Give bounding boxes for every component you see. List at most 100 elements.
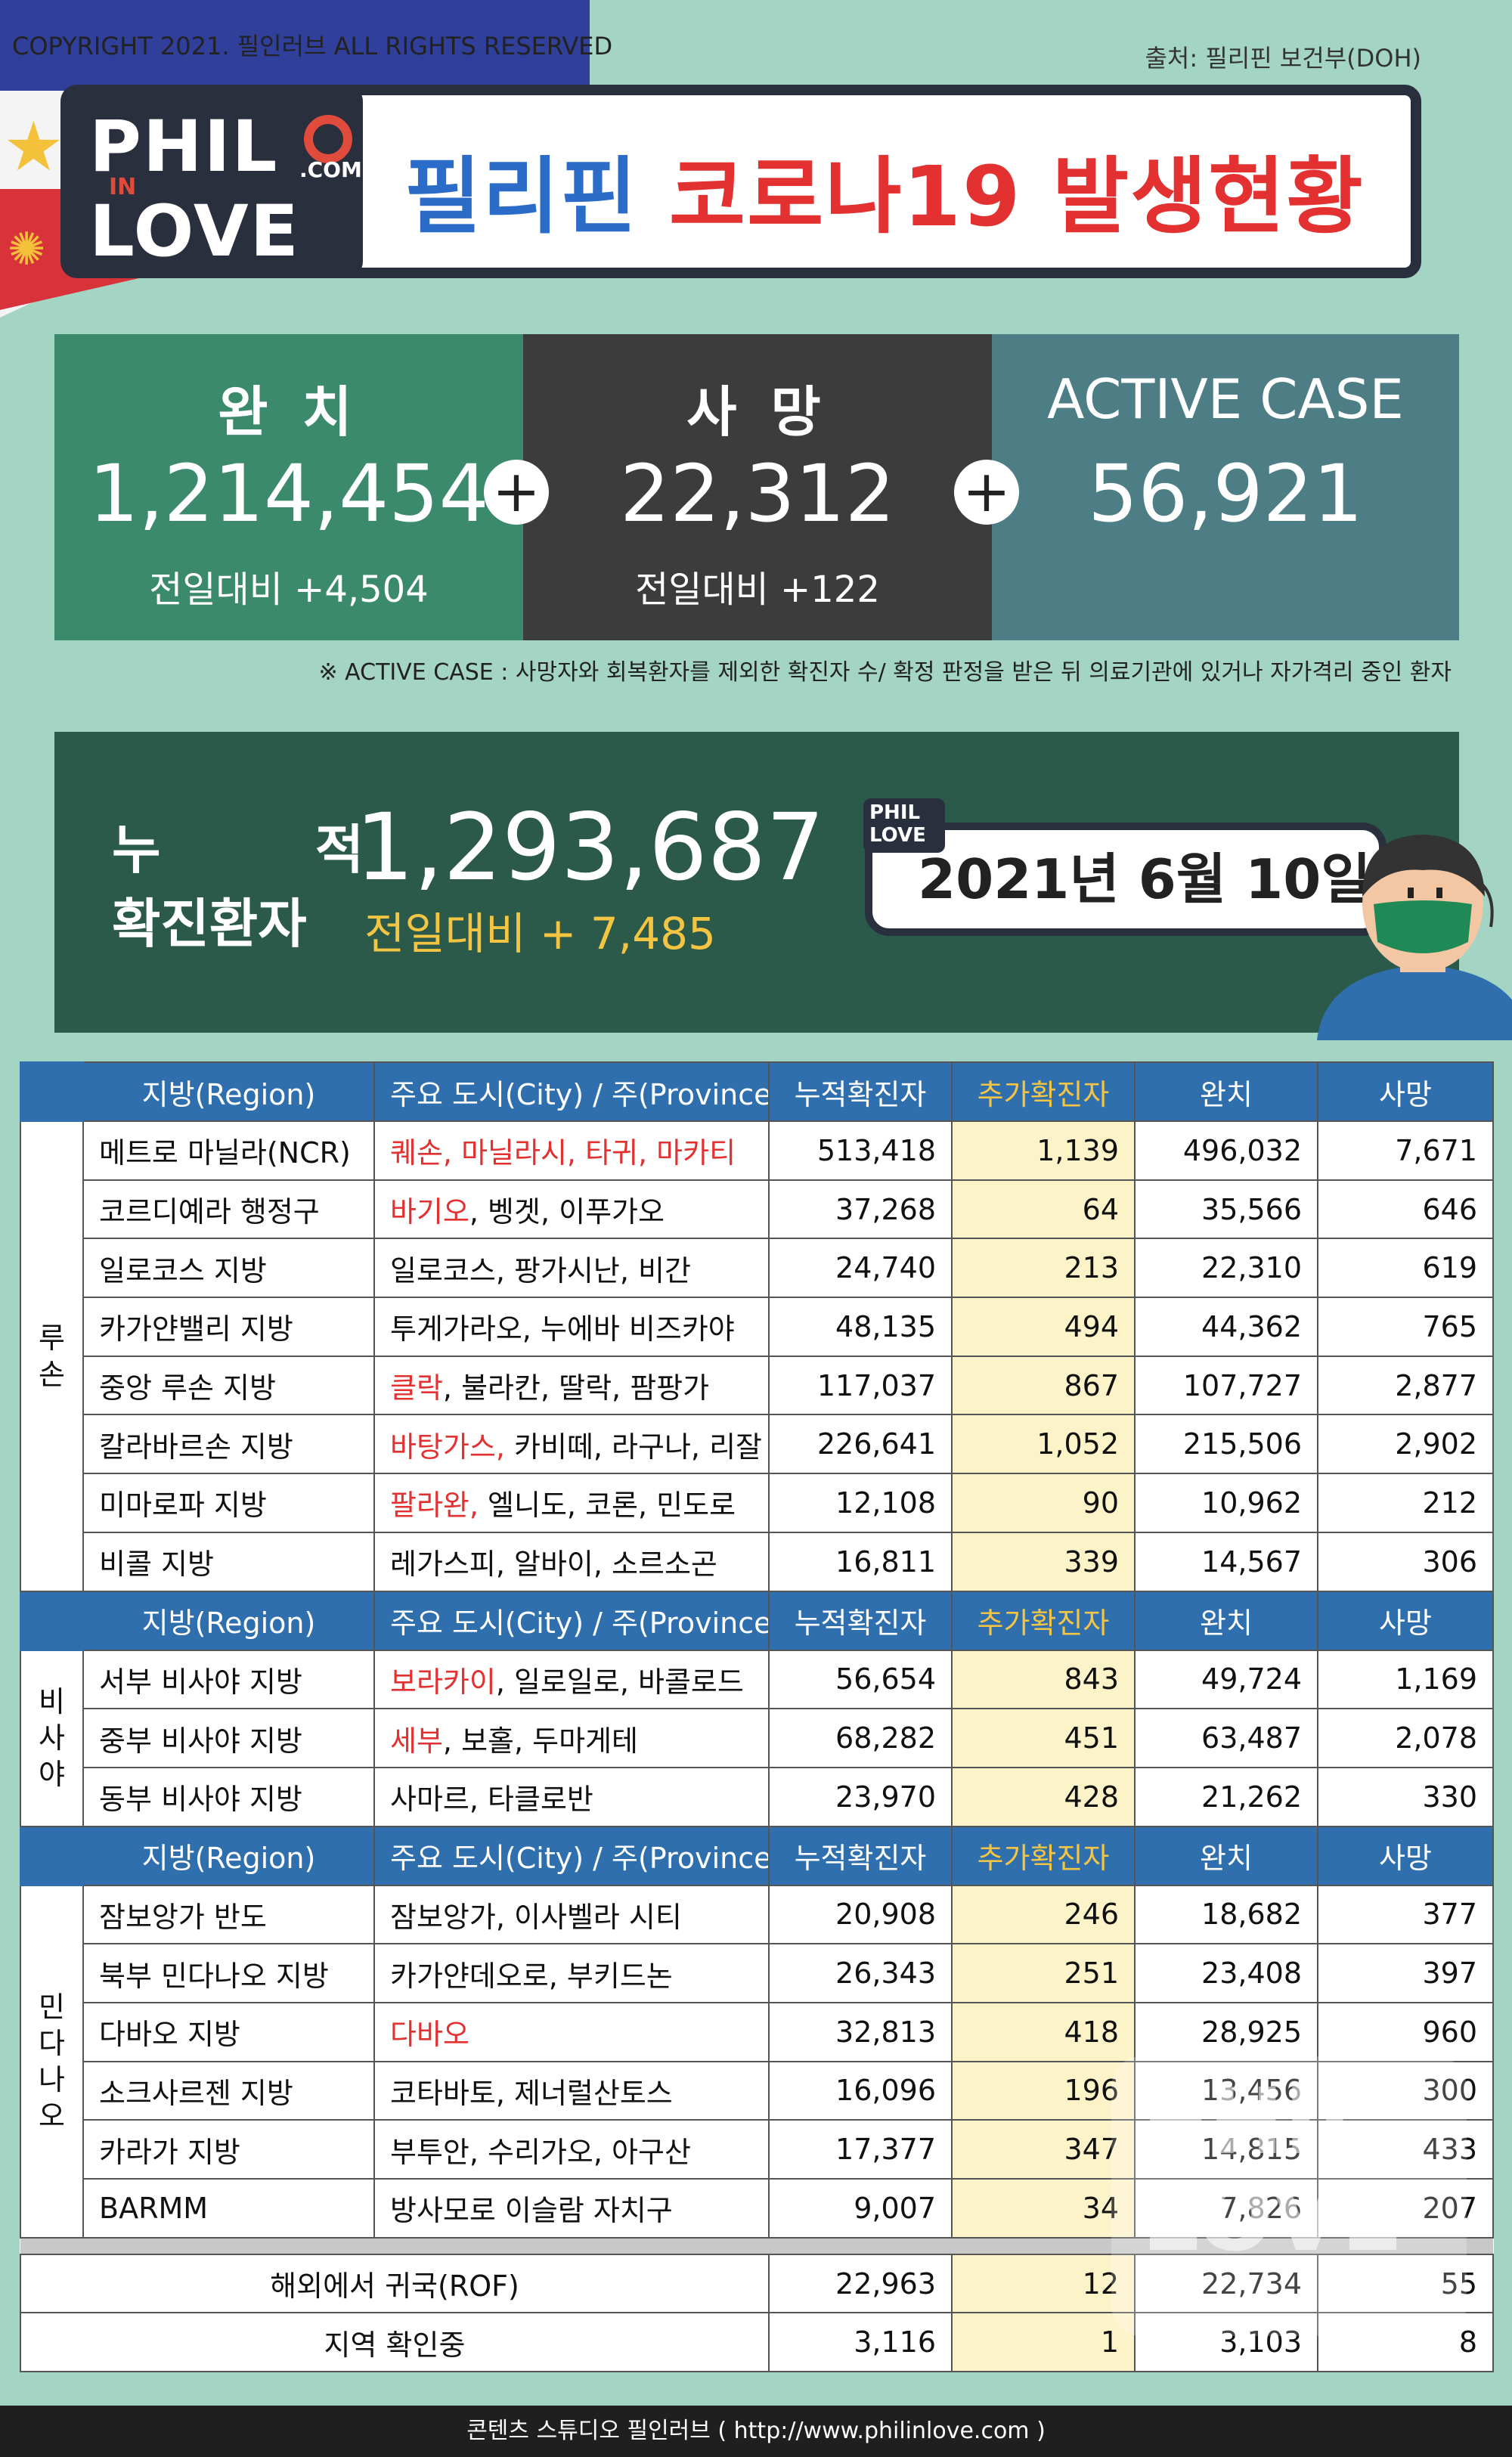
report-date: 2021년 6월 10일 [865, 823, 1387, 936]
city-highlight: 보라카이 [390, 1665, 496, 1699]
added-cases: 64 [951, 1179, 1136, 1240]
added-cases: 246 [951, 1884, 1136, 1945]
logo-in: IN [109, 174, 137, 200]
region-group-char: 야 [39, 1758, 65, 1792]
region-group-char: 사 [39, 1721, 65, 1755]
recovered-cases: 22,734 [1134, 2253, 1318, 2314]
table-row: 다바오 지방 다바오 32,813 418 28,925 960 [20, 2001, 1494, 2062]
cumulative-delta: 전일대비 + 7,485 [364, 908, 716, 959]
table-row: 동부 비사야 지방 사마르, 타클로반 23,970 428 21,262 330 [20, 1766, 1494, 1827]
region-name: 중앙 루손 지방 [82, 1355, 375, 1416]
cumulative-cases: 24,740 [768, 1238, 953, 1299]
city-cell: 레가스피, 알바이, 소르소곤 [373, 1531, 770, 1592]
added-cases: 494 [951, 1297, 1136, 1357]
recovered-cases: 14,567 [1134, 1531, 1318, 1592]
death-cases: 397 [1317, 1943, 1494, 2003]
copyright-text: COPYRIGHT 2021. 필인러브 ALL RIGHTS RESERVED [12, 32, 613, 60]
recovered-cases: 28,925 [1134, 2001, 1318, 2062]
cumulative-cases: 37,268 [768, 1179, 953, 1240]
recovered-cases: 14,815 [1134, 2119, 1318, 2180]
recovered-cases: 7,826 [1134, 2178, 1318, 2239]
region-group-char: 손 [39, 1357, 65, 1391]
table-row: 일로코스 지방 일로코스, 팡가시난, 비간 24,740 213 22,310 619 [20, 1238, 1494, 1299]
title-country: 필리핀 [404, 148, 639, 245]
added-cases: 251 [951, 1943, 1136, 2003]
recovered-cases: 63,487 [1134, 1708, 1318, 1768]
flag-star-icon: ✺ [8, 223, 46, 276]
city-cell: 잠보앙가, 이사벨라 시티 [373, 1884, 770, 1945]
table-row: 미마로파 지방 팔라완, 엘니도, 코론, 민도로 12,108 90 10,962 21… [20, 1473, 1494, 1533]
death-cases: 646 [1317, 1179, 1494, 1240]
header-cell: 사망 [1317, 1590, 1494, 1651]
death-cases: 2,902 [1317, 1414, 1494, 1475]
header-cell: 사망 [1317, 1061, 1494, 1122]
added-cases: 90 [951, 1473, 1136, 1533]
city-cell: 사마르, 타클로반 [373, 1766, 770, 1827]
region-table: 지방(Region) 주요 도시(City) / 주(Province) 누적확진자… [20, 1061, 1494, 2373]
region-group-char: 오 [39, 2099, 65, 2133]
table-row: 중부 비사야 지방 세부, 보홀, 두마게테 68,282 451 63,487 2,07… [20, 1708, 1494, 1768]
logo-com: .COM [299, 157, 362, 182]
city-list: 코타바토, 제너럴산토스 [390, 2076, 673, 2110]
city-list: 엘니도, 코론, 민도로 [478, 1489, 736, 1523]
recovered-value: 1,214,454 [88, 448, 489, 540]
city-list: 부투안, 수리가오, 아구산 [390, 2135, 691, 2169]
city-list: 투게가라오, 누에바 비즈카야 [390, 1312, 735, 1346]
city-cell: 부투안, 수리가오, 아구산 [373, 2119, 770, 2180]
region-name: 칼라바르손 지방 [82, 1414, 375, 1475]
region-name: 북부 민다나오 지방 [82, 1943, 375, 2003]
city-cell: 바기오, 벵겟, 이푸가오 [373, 1179, 770, 1240]
recovered-delta: 전일대비 +4,504 [149, 569, 429, 611]
death-cases: 330 [1317, 1766, 1494, 1827]
header-cell: 지방(Region) [82, 1061, 375, 1122]
recovered-cases: 23,408 [1134, 1943, 1318, 2003]
city-cell: 바탕가스, 카비떼, 라구나, 리잘 [373, 1414, 770, 1475]
header-cell: 주요 도시(City) / 주(Province) [373, 1590, 770, 1651]
table-row-extra: 해외에서 귀국(ROF) 22,963 12 22,734 55 [20, 2253, 1494, 2314]
small-logo: PHIL LOVE [863, 798, 945, 853]
death-cases: 212 [1317, 1473, 1494, 1533]
table-row: 소크사르젠 지방 코타바토, 제너럴산토스 16,096 196 13,456 300 [20, 2060, 1494, 2121]
city-list: 레가스피, 알바이, 소르소곤 [390, 1548, 717, 1582]
cumulative-cases: 26,343 [768, 1943, 953, 2003]
region-group-char: 나 [39, 2062, 65, 2096]
added-cases: 347 [951, 2119, 1136, 2180]
cumulative-cases: 513,418 [768, 1120, 953, 1181]
city-cell: 일로코스, 팡가시난, 비간 [373, 1238, 770, 1299]
added-cases: 1,052 [951, 1414, 1136, 1475]
header-cell: 완치 [1134, 1825, 1318, 1886]
table-row: 칼라바르손 지방 바탕가스, 카비떼, 라구나, 리잘 226,641 1,052 21… [20, 1414, 1494, 1475]
death-cases: 433 [1317, 2119, 1494, 2180]
recovered-cases: 44,362 [1134, 1297, 1318, 1357]
region-name: 소크사르젠 지방 [82, 2060, 375, 2121]
region-name: 잠보앙가 반도 [82, 1884, 375, 1945]
city-cell: 카가얀데오로, 부키드논 [373, 1943, 770, 2003]
extra-label: 해외에서 귀국(ROF) [20, 2253, 770, 2314]
city-list: 사마르, 타클로반 [390, 1783, 593, 1817]
region-group-char: 민 [39, 1990, 65, 2024]
recovered-cases: 10,962 [1134, 1473, 1318, 1533]
extra-label: 지역 확인중 [20, 2312, 770, 2373]
death-cases: 207 [1317, 2178, 1494, 2239]
city-list: 카가얀데오로, 부키드논 [390, 1959, 673, 1993]
recovered-cases: 3,103 [1134, 2312, 1318, 2373]
masked-person-icon [1317, 835, 1512, 1040]
recovered-label: 완 치 [218, 380, 360, 444]
recovered-cases: 215,506 [1134, 1414, 1318, 1475]
cumulative-panel: 누 적 확진환자 1,293,687 전일대비 + 7,485 2021년 6월… [54, 732, 1512, 1040]
city-highlight: 팔라완, [390, 1489, 479, 1523]
death-cases: 300 [1317, 2060, 1494, 2121]
title-status: 코로나19 발생현황 [668, 148, 1365, 245]
cumulative-cases: 117,037 [768, 1355, 953, 1416]
philinlove-logo: PHIL .COM IN LOVE [60, 85, 363, 278]
header-cell: 추가확진자 [951, 1825, 1136, 1886]
flag-star-icon: ★ [3, 107, 64, 187]
footer-credit: 콘텐츠 스튜디오 필인러브 ( http://www.philinlove.co… [0, 2406, 1512, 2457]
added-cases: 196 [951, 2060, 1136, 2121]
death-cases: 765 [1317, 1297, 1494, 1357]
added-cases: 451 [951, 1708, 1136, 1768]
added-cases: 34 [951, 2178, 1136, 2239]
